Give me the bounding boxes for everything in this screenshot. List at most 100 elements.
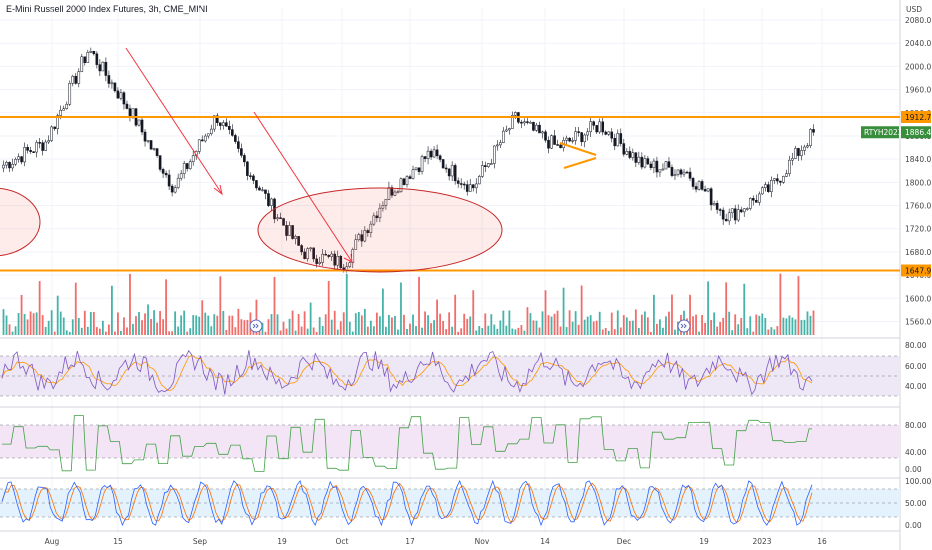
last-price-tag (901, 126, 931, 139)
event-marker-icon[interactable] (249, 319, 263, 333)
candle-up (14, 159, 17, 165)
volume-bar (517, 327, 520, 335)
candle-down (520, 121, 523, 124)
candle-down (709, 188, 713, 206)
volume-bar (776, 326, 779, 335)
candle-down (185, 163, 189, 169)
volume-bar (613, 329, 616, 335)
volume-bar (378, 316, 381, 335)
volume-bar (589, 315, 592, 335)
highlight-ellipse[interactable] (257, 187, 503, 273)
candle-down (315, 258, 318, 264)
indicator-tick-label: 80.00 (905, 341, 927, 350)
volume-bar (433, 320, 435, 335)
candle-down (164, 173, 168, 176)
candle-up (212, 115, 216, 130)
candle-up (757, 193, 761, 203)
candle-down (297, 236, 300, 246)
candle-up (65, 103, 69, 109)
candle-up (788, 159, 791, 174)
volume-bar (20, 294, 23, 335)
volume-bar (192, 315, 195, 335)
time-axis-label: 16 (817, 537, 827, 546)
indicator-tick-label: 0.00 (905, 465, 922, 474)
candle-up (378, 207, 382, 219)
volume-bar (710, 319, 713, 335)
indicator-tick-label: 40.00 (905, 448, 927, 457)
candle-up (71, 75, 75, 84)
candle-up (511, 115, 514, 129)
volume-bar (372, 326, 375, 335)
candle-down (471, 184, 475, 189)
volume-bar (634, 309, 637, 335)
volume-bar (171, 331, 174, 335)
volume-bar (743, 283, 746, 335)
volume-bar (41, 315, 44, 335)
oscillator-pane (0, 415, 900, 472)
volume-bar (177, 326, 180, 335)
price-tick-label: 2000.0 (905, 62, 931, 71)
indicator-tick-label: 50.00 (905, 499, 927, 508)
volume-bar (439, 313, 442, 335)
price-tick-label: 1560.0 (905, 317, 931, 326)
candle-down (628, 151, 632, 158)
highlight-ellipse[interactable] (0, 187, 41, 257)
candle-down (619, 133, 623, 144)
event-marker-icon[interactable] (677, 319, 691, 333)
chevron-icon (252, 323, 259, 329)
candle-up (477, 176, 481, 185)
indicator-band (0, 425, 900, 458)
volume-bar (258, 330, 261, 335)
volume-bar (722, 317, 725, 335)
volume-bar (225, 329, 228, 335)
volume-bar (412, 314, 414, 335)
candle-down (237, 141, 240, 149)
candle-down (113, 82, 117, 92)
candle-down (544, 131, 547, 141)
candle-up (565, 137, 568, 141)
volume-bar (653, 294, 655, 335)
trend-line[interactable] (125, 47, 223, 195)
candle-down (715, 203, 719, 210)
volume-bar (457, 331, 460, 335)
candle-down (441, 159, 445, 169)
candle-up (336, 256, 340, 266)
volume-bar (204, 312, 207, 335)
volume-bar (366, 326, 369, 335)
volume-bar (207, 315, 210, 335)
volume-bar (336, 329, 339, 335)
candle-up (806, 145, 809, 148)
price-tick-label: 1680.0 (905, 248, 931, 257)
price-tick-label: 1960.0 (905, 86, 931, 95)
triangle-pattern[interactable] (559, 142, 597, 169)
volume-bar (47, 320, 50, 335)
volume-bar (53, 331, 56, 335)
trend-line[interactable] (253, 111, 353, 263)
price-tick-label: 1720.0 (905, 225, 931, 234)
candle-down (200, 139, 204, 142)
volume-bar (595, 320, 598, 335)
candle-down (601, 121, 605, 133)
candle-up (499, 142, 502, 146)
candle-up (89, 51, 93, 53)
volume-bar (141, 320, 143, 335)
candle-up (86, 52, 90, 63)
candle-down (453, 165, 457, 182)
volume-bar (385, 326, 387, 335)
resistance-price-tag (901, 111, 931, 123)
time-axis-label: Oct (336, 537, 349, 546)
candle-down (20, 156, 23, 163)
candle-up (523, 121, 526, 124)
volume-bar (114, 331, 116, 335)
candle-down (116, 90, 120, 99)
volume-bar (535, 320, 538, 335)
candle-down (580, 132, 583, 143)
candle-up (146, 140, 150, 142)
candle-up (586, 131, 589, 136)
volume-bar (454, 294, 457, 335)
candle-up (782, 176, 785, 183)
volume-bar (312, 327, 315, 335)
candle-up (399, 178, 403, 193)
volume-bar (689, 294, 691, 335)
